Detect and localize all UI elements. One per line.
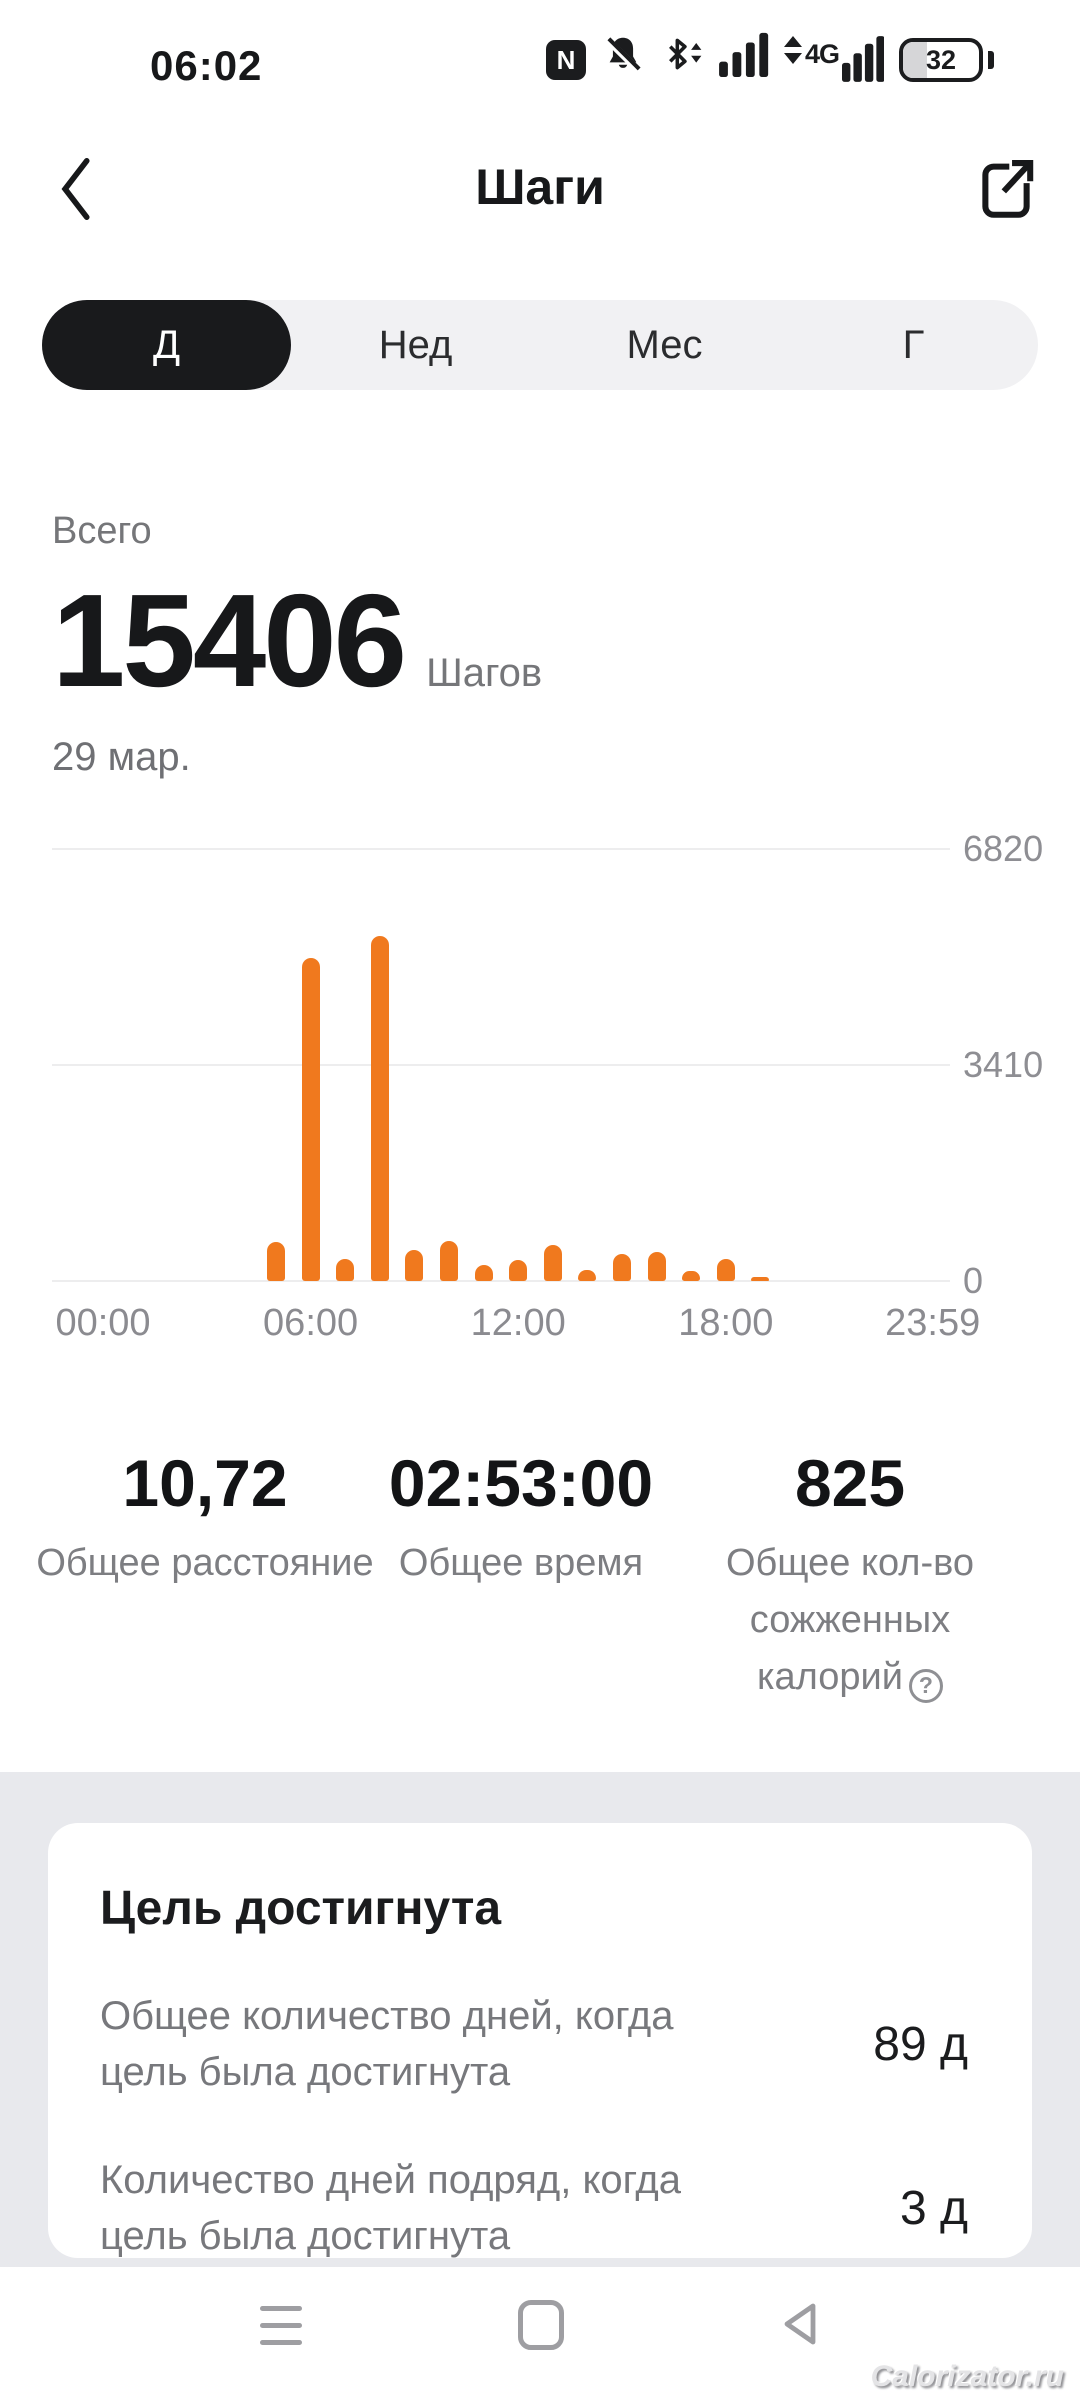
y-axis-tick: 3410	[963, 1044, 1044, 1085]
chart-bar	[716, 1259, 735, 1281]
battery-fill	[903, 42, 928, 78]
page-title: Шаги	[475, 159, 605, 215]
y-axis-tick: 0	[963, 1260, 984, 1301]
date-label: 29 мар.	[52, 734, 191, 779]
x-axis-tick: 00:00	[55, 1302, 151, 1344]
distance-value: 10,72	[122, 1446, 288, 1520]
goal-card: Цель достигнута Общее количество дней, к…	[48, 1823, 1032, 2258]
chart-bar	[440, 1241, 458, 1281]
gridline	[52, 1064, 950, 1066]
battery-nub	[988, 51, 994, 69]
chart-bar	[578, 1269, 597, 1281]
back-triangle-icon	[780, 2301, 820, 2350]
chart-bar	[751, 1277, 770, 1281]
steps-bar-chart: 0 3410 6820 00:00 06:00 12:00 18:00 23:59	[0, 828, 1080, 1350]
signal-strength-icon	[719, 31, 769, 82]
chart-bar	[543, 1244, 562, 1281]
sim2-signal-4g-icon: 4G	[783, 36, 884, 82]
x-axis-tick: 23:59	[885, 1302, 981, 1344]
system-back-button[interactable]	[720, 2270, 880, 2380]
watermark: Calorizator.ru	[870, 2360, 1064, 2393]
x-axis-tick: 18:00	[678, 1302, 774, 1344]
x-axis-tick: 06:00	[263, 1302, 359, 1344]
chart-bar	[613, 1254, 631, 1281]
goal-section: Цель достигнута Общее количество дней, к…	[0, 1772, 1080, 2267]
period-tabs: Д Нед Мес Г	[42, 300, 1038, 390]
gridline	[52, 848, 950, 850]
home-icon	[518, 2300, 564, 2350]
stat-distance: 10,72 Общее расстояние	[36, 1445, 373, 1592]
home-button[interactable]	[461, 2270, 621, 2380]
total-steps-value: 15406	[52, 567, 407, 714]
recents-icon	[260, 2305, 302, 2345]
back-button[interactable]	[42, 152, 112, 228]
chart-bar	[682, 1270, 701, 1281]
battery-percent: 32	[925, 44, 957, 75]
tab-week[interactable]: Нед	[378, 322, 453, 367]
system-nav-bar: Calorizator.ru	[0, 2270, 1080, 2400]
chart-bar	[370, 935, 389, 1281]
chart-bar	[474, 1264, 493, 1281]
tab-day[interactable]: Д	[42, 300, 291, 390]
goal-row-streak-days: Количество дней подряд, когда цель была …	[100, 2152, 980, 2264]
share-button[interactable]	[966, 148, 1046, 234]
chart-bar	[647, 1251, 666, 1281]
time-label: Общее время	[398, 1542, 644, 1584]
stat-calories: 825 Общее кол-во сожженных калорий?	[718, 1445, 982, 1706]
nfc-icon: N	[545, 40, 586, 80]
tab-month[interactable]: Мес	[626, 322, 703, 367]
tab-year[interactable]: Г	[902, 322, 925, 367]
gridline	[52, 1280, 950, 1282]
calories-label: Общее кол-во сожженных калорий?	[718, 1535, 982, 1706]
steps-unit-label: Шагов	[426, 651, 543, 695]
bell-muted-icon	[601, 33, 645, 82]
recents-button[interactable]	[201, 2270, 361, 2380]
status-bar: 06:02 N	[0, 0, 1080, 108]
chart-bar	[405, 1249, 424, 1281]
chart-bar	[267, 1242, 285, 1281]
header: Шаги	[0, 140, 1080, 240]
share-icon	[973, 159, 1039, 233]
stats-row: 10,72 Общее расстояние 02:53:00 Общее вр…	[0, 1445, 1080, 1705]
chevron-left-icon	[51, 157, 103, 228]
network-type-label: 4G	[804, 39, 840, 69]
distance-label: Общее расстояние	[36, 1542, 374, 1584]
battery-icon: 32	[899, 38, 983, 82]
updown-arrows-icon	[783, 36, 802, 64]
time-value: 02:53:00	[388, 1446, 654, 1520]
total-days-value: 89 д	[873, 2017, 968, 2071]
calories-value: 825	[794, 1446, 906, 1520]
total-label: Всего	[52, 510, 152, 552]
stat-time: 02:53:00 Общее время	[389, 1445, 653, 1592]
chart-bar	[509, 1260, 528, 1281]
chart-bar	[301, 957, 320, 1281]
streak-days-value: 3 д	[899, 2181, 968, 2235]
clock: 06:02	[150, 42, 263, 89]
goal-card-title: Цель достигнута	[100, 1882, 502, 1935]
goal-row-total-days: Общее количество дней, когда цель была д…	[100, 1988, 980, 2100]
status-icons: N	[545, 31, 994, 82]
chart-bar	[336, 1259, 355, 1281]
help-icon[interactable]: ?	[908, 1668, 943, 1703]
bluetooth-icon	[660, 31, 704, 82]
y-axis-tick: 6820	[963, 828, 1044, 869]
x-axis-tick: 12:00	[470, 1302, 566, 1344]
summary: Всего 15406 Шагов 29 мар.	[52, 510, 542, 780]
